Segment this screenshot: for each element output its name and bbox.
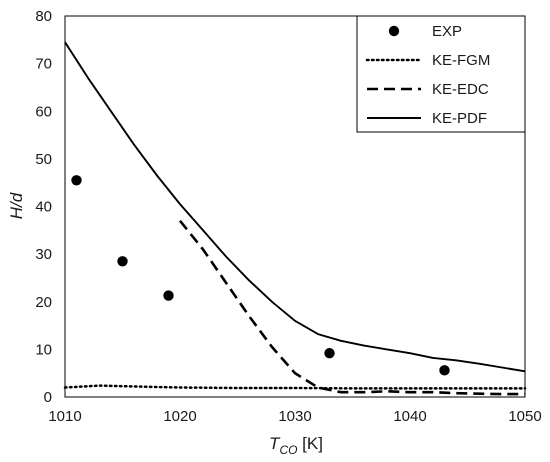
x-axis-label: TCO [K]: [269, 434, 323, 457]
legend-label-ke-edc: KE-EDC: [432, 81, 489, 98]
legend-box: [356, 15, 526, 133]
x-tick-label: 1020: [163, 408, 196, 425]
y-tick-label: 60: [35, 103, 52, 120]
y-tick-label: 10: [35, 341, 52, 358]
y-tick-label: 20: [35, 294, 52, 311]
series-line-ke-fgm: [63, 384, 527, 390]
legend-label-ke-fgm: KE-FGM: [432, 52, 490, 69]
x-tick-label: 1030: [278, 408, 311, 425]
data-point-exp: [324, 347, 335, 359]
y-axis-label: H/d: [7, 192, 26, 219]
y-tick-label: 0: [44, 389, 52, 406]
y-tick-labels: 0 10 20 30 40 50 60 70 80: [35, 8, 52, 406]
data-point-exp: [117, 256, 128, 267]
data-point-exp: [439, 365, 450, 376]
x-tick-labels: 1010 1020 1030 1040 1050: [48, 408, 541, 425]
y-tick-label: 70: [35, 56, 52, 73]
x-tick-label: 1050: [508, 408, 541, 425]
x-axis-label-unit: [K]: [297, 434, 323, 453]
series-line-ke-edc: [178, 219, 525, 396]
series-line-ke-pdf: [64, 41, 526, 373]
y-tick-label: 50: [35, 151, 52, 168]
data-point-exp: [71, 175, 82, 186]
legend-label-ke-pdf: KE-PDF: [432, 110, 487, 127]
x-tick-label: 1010: [48, 408, 81, 425]
y-tick-label: 80: [35, 8, 52, 25]
y-tick-label: 40: [35, 199, 52, 216]
x-tick-label: 1040: [393, 408, 426, 425]
data-point-exp: [163, 290, 174, 301]
plot-frame: [64, 15, 526, 398]
plot-area: [63, 41, 527, 396]
legend-label-exp: EXP: [432, 23, 462, 40]
legend-marker-exp: [388, 25, 400, 37]
y-tick-label: 30: [35, 246, 52, 263]
x-axis-label-sub: CO: [279, 443, 297, 457]
x-axis-label-main: T: [269, 434, 281, 453]
legend: EXP KE-FGM KE-EDC KE-PDF: [356, 15, 526, 133]
